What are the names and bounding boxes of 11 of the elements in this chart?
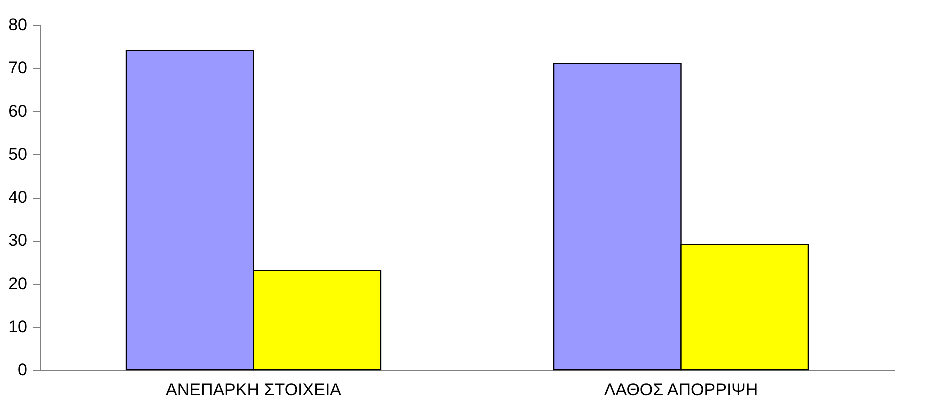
y-tick-label: 40 — [8, 188, 28, 207]
y-tick-label: 20 — [8, 274, 28, 294]
x-tick-label: ΛΑΘΟΣ ΑΠΟΡΡΙΨΗ — [604, 380, 758, 400]
y-tick-label: 50 — [8, 144, 28, 164]
y-tick-label: 70 — [8, 58, 28, 78]
y-tick-label: 30 — [8, 231, 28, 250]
x-tick-label: ΑΝΕΠΑΡΚΗ ΣΤΟΙΧΕΙΑ — [166, 380, 342, 400]
y-tick-label: 60 — [8, 102, 28, 121]
y-tick-label: 80 — [8, 16, 28, 34]
y-tick-label: 10 — [8, 317, 28, 336]
y-tick-label: 0 — [18, 360, 28, 380]
